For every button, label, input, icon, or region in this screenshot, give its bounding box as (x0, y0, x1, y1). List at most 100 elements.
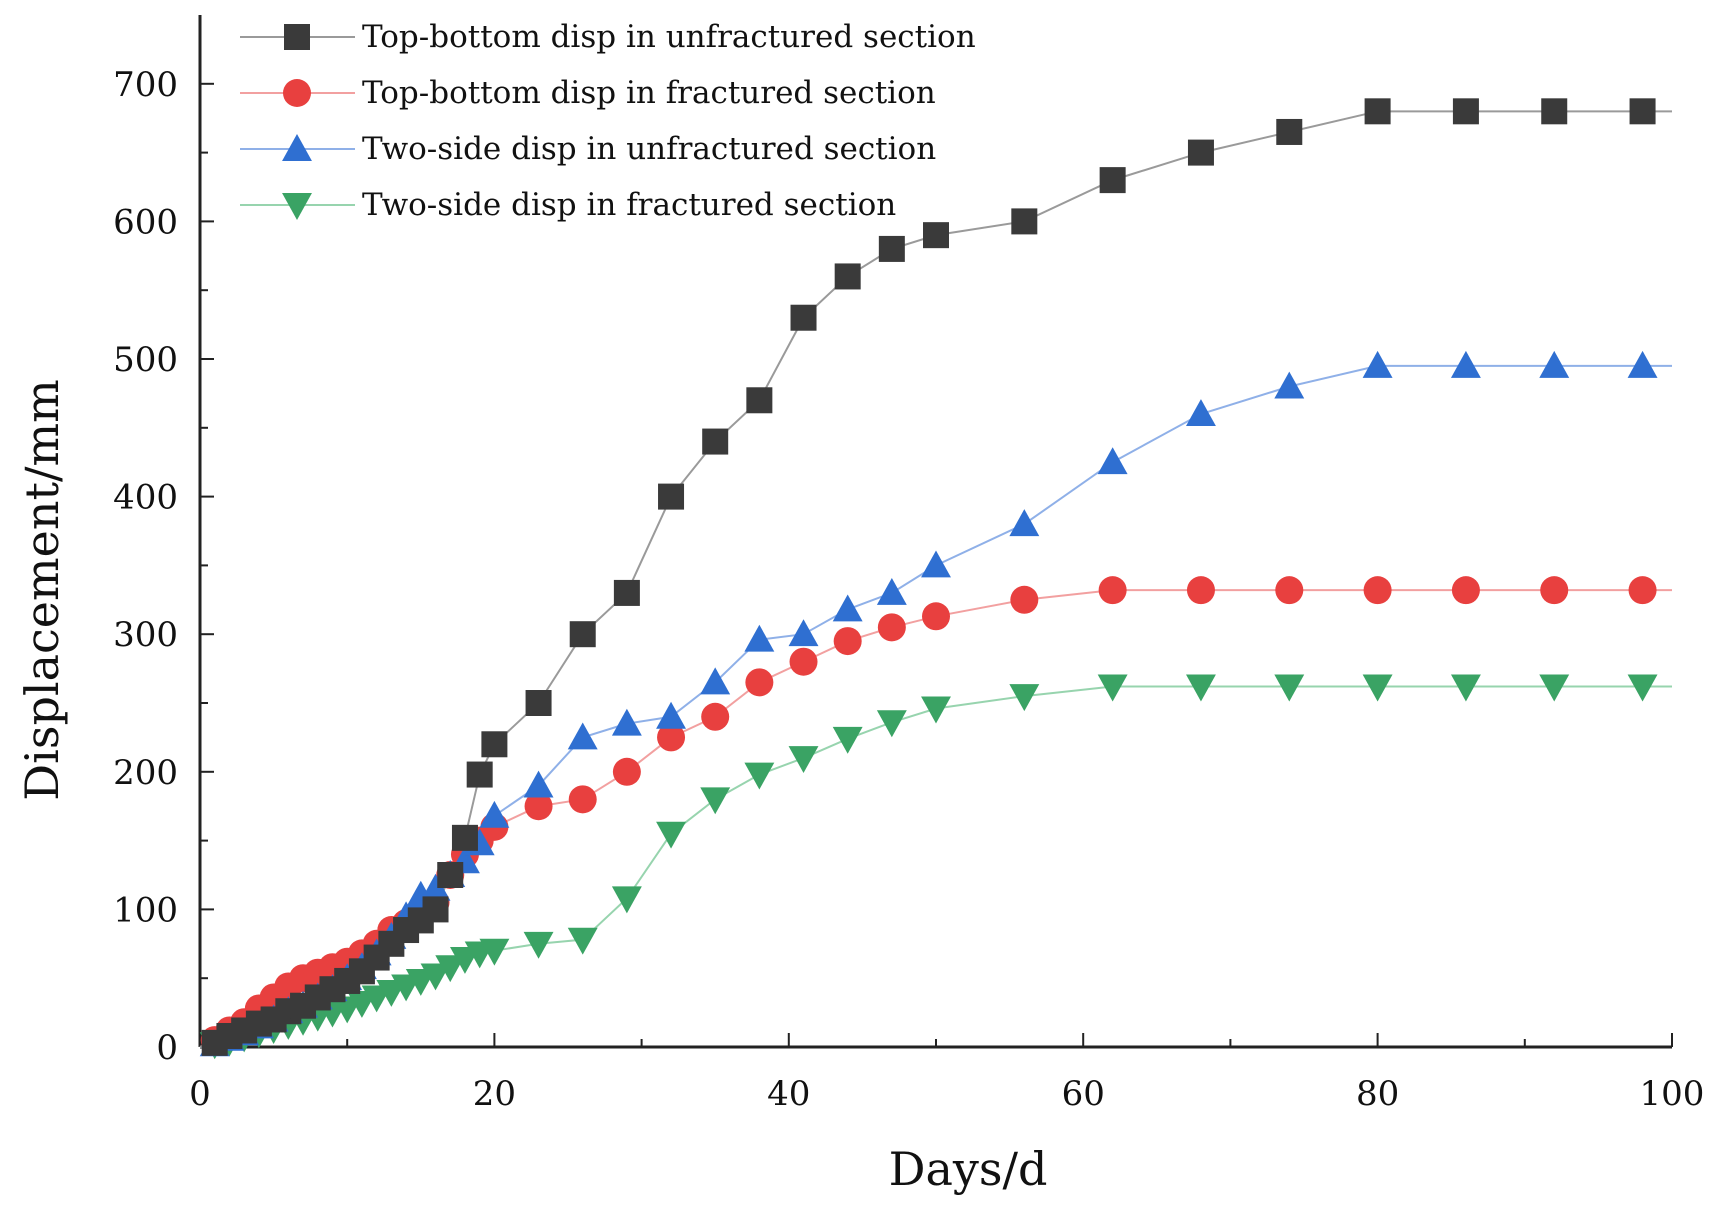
data-point (1097, 674, 1128, 702)
data-point (832, 726, 863, 754)
data-point (1450, 350, 1481, 378)
data-point (1627, 350, 1658, 378)
data-point (612, 757, 641, 786)
data-point (1540, 576, 1569, 605)
data-point (702, 428, 729, 455)
data-point (923, 222, 949, 249)
data-point (451, 824, 478, 851)
data-point (479, 938, 510, 966)
data-point (789, 647, 818, 676)
y-tick-label: 200 (113, 753, 178, 793)
data-point (569, 621, 596, 648)
data-point (700, 667, 731, 695)
data-point (568, 785, 597, 814)
legend-label: Two-side disp in fractured section (362, 187, 896, 223)
x-tick-label: 60 (1062, 1074, 1105, 1114)
data-point (921, 696, 951, 724)
legend-marker (284, 24, 310, 50)
series-markers (199, 98, 1658, 1060)
data-point (658, 483, 685, 510)
data-point (1009, 684, 1040, 712)
data-point (1539, 674, 1570, 702)
data-point (1186, 674, 1216, 702)
data-point (657, 723, 686, 752)
data-point (1452, 98, 1479, 125)
data-point (1097, 447, 1128, 475)
data-point (613, 579, 640, 606)
data-point (523, 770, 554, 798)
data-point (1186, 399, 1216, 426)
data-point (1362, 674, 1393, 702)
legend-marker (282, 193, 312, 220)
data-point (437, 862, 464, 888)
legend-label: Top-bottom disp in fractured section (362, 75, 936, 111)
data-point (1187, 139, 1214, 166)
x-tick-label: 0 (189, 1074, 211, 1114)
data-point (1539, 350, 1570, 378)
data-point (1274, 674, 1305, 702)
ticks: 0 20 40 60 80 100 0 100 200 300 400 500 600 700 (113, 65, 1704, 1114)
data-point (523, 931, 554, 959)
data-point (420, 873, 451, 901)
x-tick-label: 100 (1640, 1074, 1705, 1114)
y-tick-label: 100 (113, 890, 178, 930)
y-tick-label: 0 (156, 1028, 178, 1068)
data-point (481, 731, 508, 758)
data-point (1628, 576, 1657, 605)
legend-label: Two-side disp in unfractured section (362, 131, 936, 167)
data-point (1010, 585, 1039, 614)
data-point (700, 787, 731, 815)
data-point (611, 886, 642, 914)
data-point (611, 708, 642, 736)
data-point (1627, 674, 1658, 702)
data-point (876, 577, 907, 605)
data-point (1099, 167, 1126, 194)
data-point (1011, 208, 1038, 235)
data-point (1362, 350, 1393, 378)
data-point (877, 613, 906, 642)
data-point (1276, 118, 1303, 145)
data-point (1098, 576, 1127, 605)
data-point (788, 619, 819, 647)
y-tick-label: 400 (113, 478, 178, 518)
data-point (420, 963, 451, 991)
y-tick-label: 300 (113, 615, 178, 655)
data-point (746, 387, 773, 414)
x-tick-label: 40 (767, 1074, 810, 1114)
data-point (1364, 98, 1391, 125)
data-point (788, 746, 819, 773)
data-point (1541, 98, 1568, 125)
data-point (524, 792, 553, 821)
data-point (744, 624, 775, 652)
data-point (567, 722, 598, 750)
data-point (1009, 509, 1040, 537)
y-tick-label: 600 (113, 202, 178, 242)
data-point (790, 304, 817, 331)
legend-marker (283, 79, 311, 107)
data-point (921, 550, 951, 578)
legend-marker (282, 134, 312, 161)
y-tick-label: 700 (113, 65, 178, 105)
x-tick-label: 20 (473, 1074, 516, 1114)
data-point (701, 702, 730, 731)
data-point (1629, 98, 1656, 125)
data-point (876, 710, 907, 738)
data-point (834, 263, 861, 290)
legend: Top-bottom disp in unfractured section To… (240, 19, 976, 223)
y-tick-label: 500 (113, 340, 178, 380)
data-point (656, 821, 686, 849)
x-tick-label: 80 (1356, 1074, 1399, 1114)
data-point (1274, 371, 1305, 399)
data-point (479, 800, 510, 828)
data-point (1186, 576, 1215, 605)
data-point (832, 594, 863, 622)
data-point (1450, 674, 1481, 702)
data-point (878, 235, 905, 262)
data-point (422, 896, 449, 923)
data-point (525, 690, 552, 716)
data-point (922, 602, 950, 631)
data-point (567, 927, 598, 955)
data-point (1275, 576, 1304, 605)
y-axis-title: Displacement/mm (15, 379, 69, 800)
